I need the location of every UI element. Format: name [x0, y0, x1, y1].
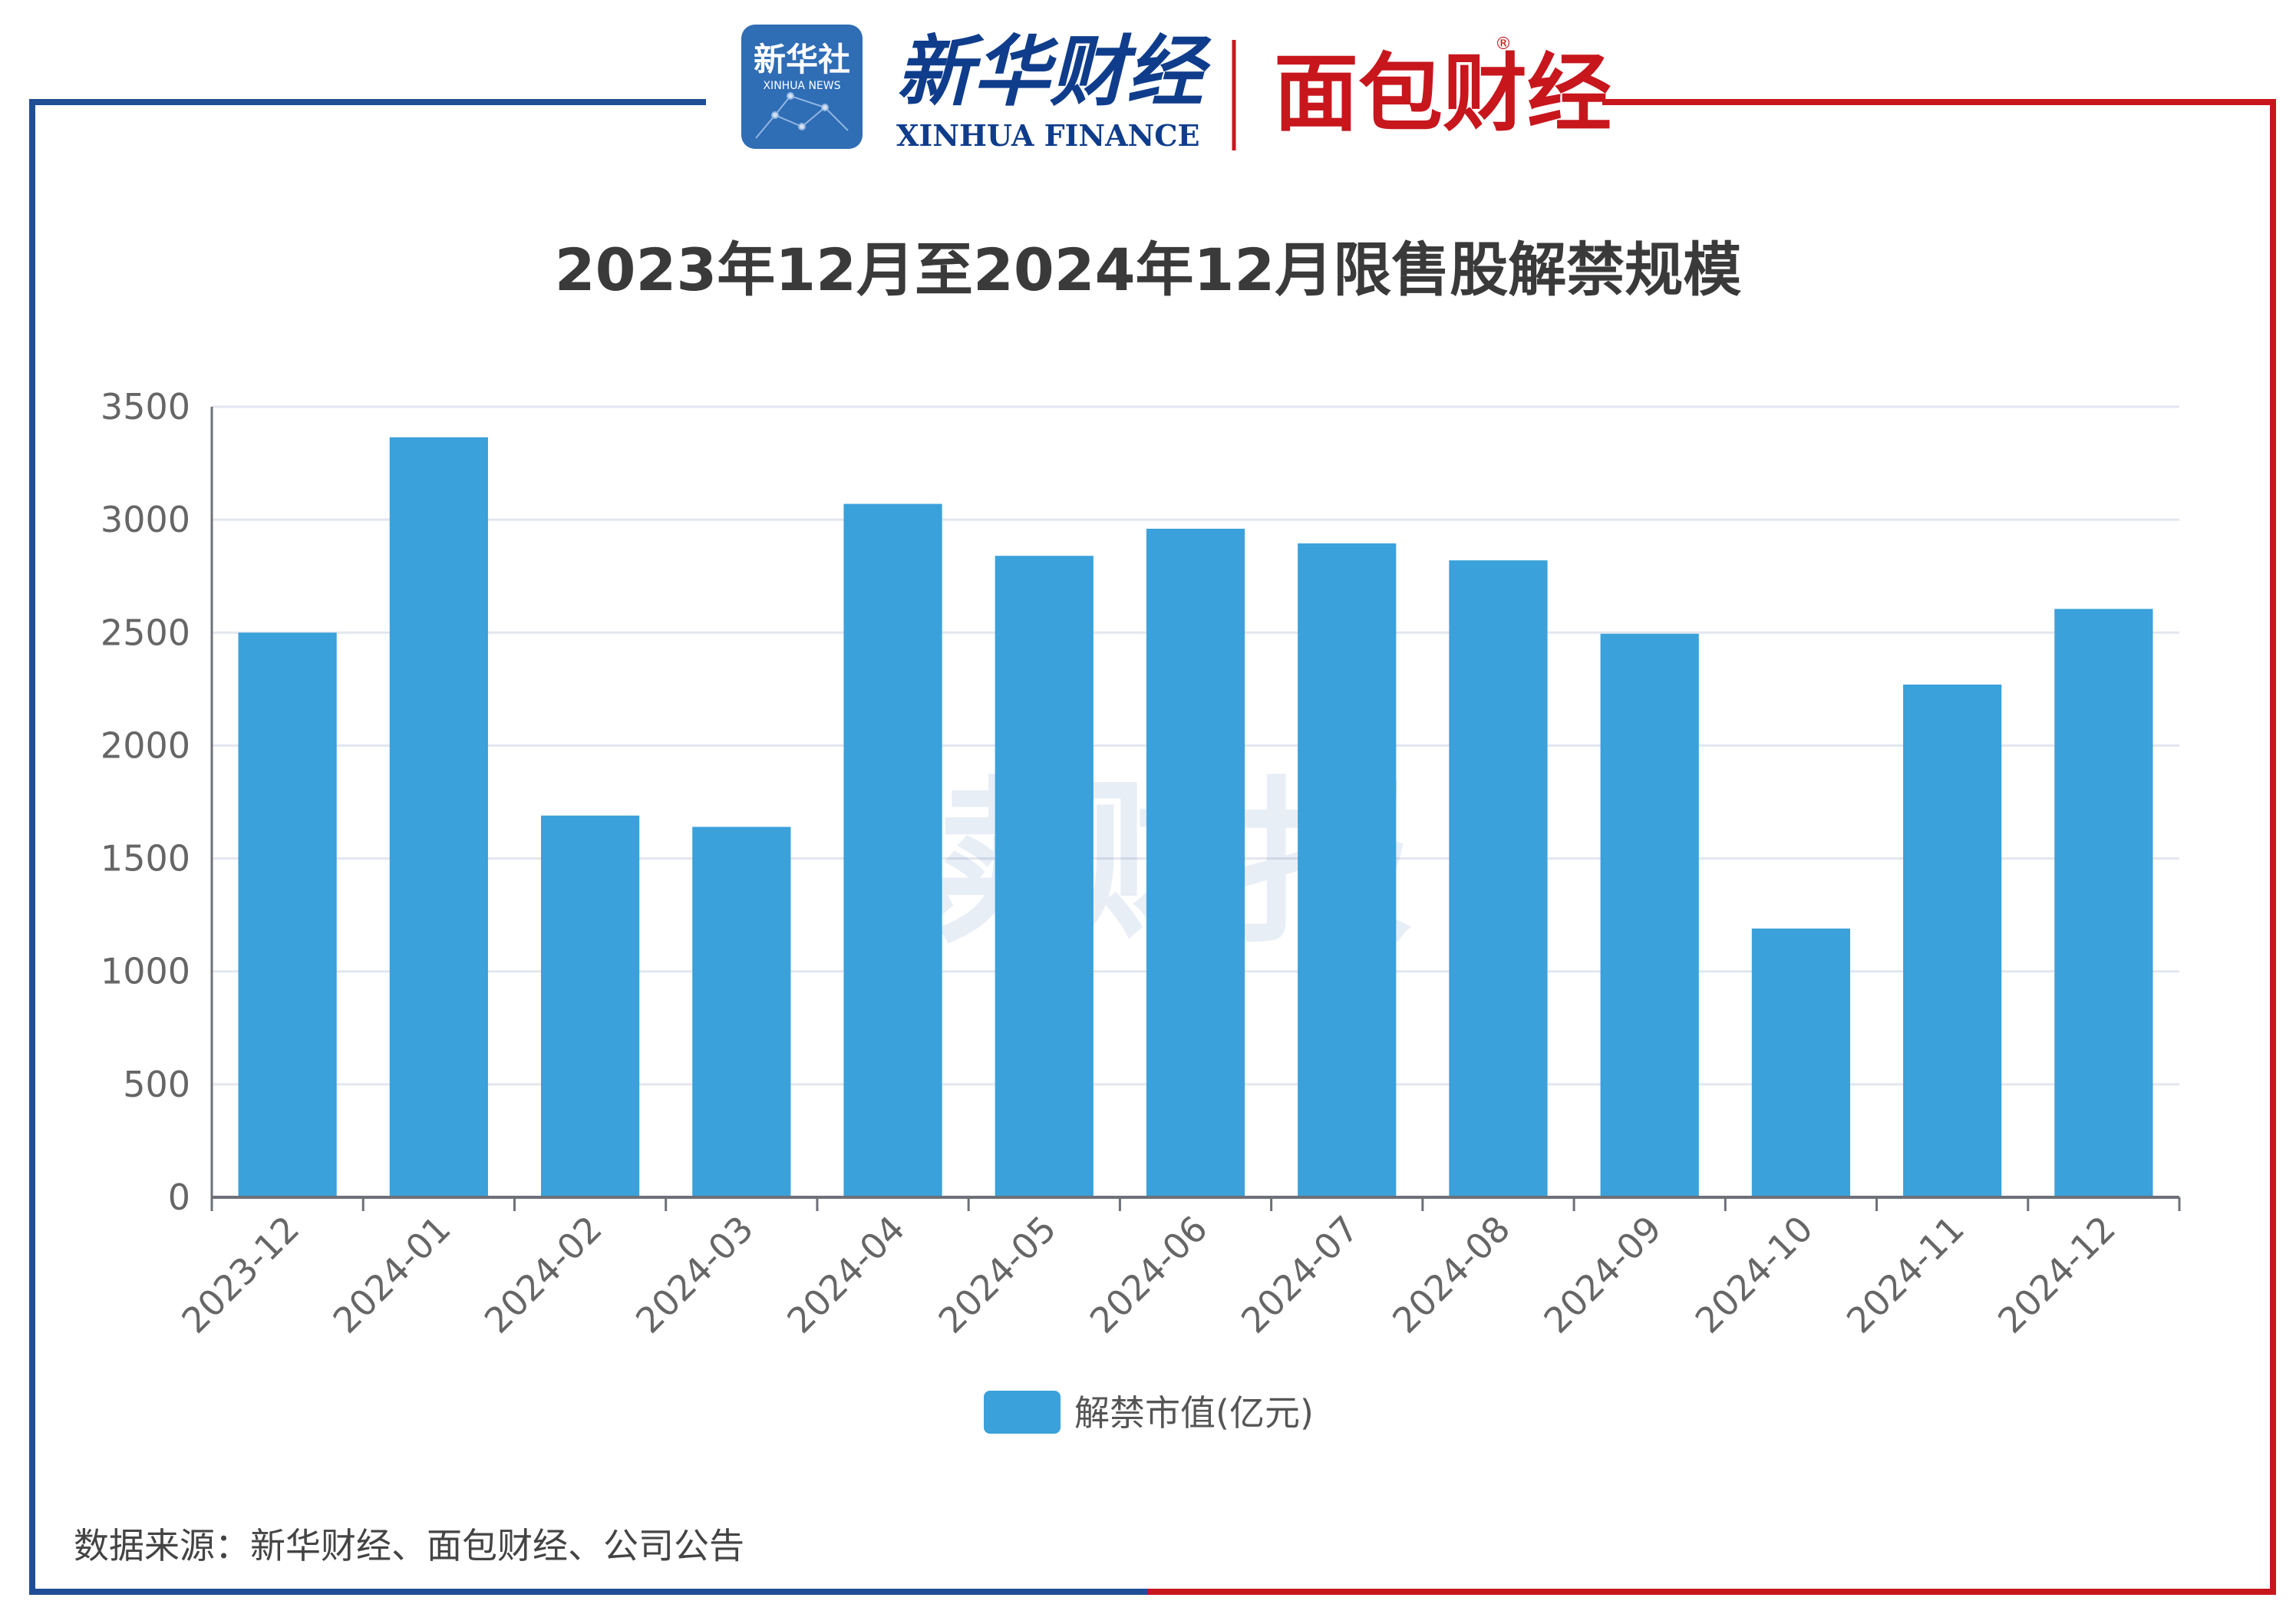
badge-network-icon	[755, 92, 849, 139]
bar	[692, 827, 791, 1197]
x-tick-label: 2024-10	[1687, 1208, 1821, 1342]
bar	[1449, 560, 1548, 1197]
x-tick-label: 2024-04	[779, 1208, 912, 1342]
source-note: 数据来源：新华财经、面包财经、公司公告	[74, 1525, 744, 1566]
bar	[1298, 543, 1397, 1197]
y-tick-label: 1500	[101, 838, 190, 880]
bar	[843, 503, 942, 1197]
badge-en-text: XINHUA NEWS	[763, 80, 840, 92]
x-tick-label: 2024-02	[477, 1208, 610, 1342]
badge-cn-text: 新华社	[754, 41, 850, 78]
bar	[238, 632, 337, 1197]
y-tick-label: 1000	[101, 951, 190, 992]
bar	[1146, 528, 1245, 1197]
y-tick-label: 2500	[101, 612, 190, 653]
bar	[995, 556, 1094, 1197]
bar	[1600, 633, 1699, 1197]
x-tick-label: 2024-11	[1839, 1208, 1972, 1342]
bar-series	[238, 437, 2153, 1197]
x-tick-label: 2024-07	[1233, 1208, 1367, 1342]
brand-name-cn: 新华财经	[896, 26, 1212, 117]
xinhua-news-badge	[741, 25, 863, 149]
x-tick-label: 2024-01	[325, 1208, 459, 1342]
registered-mark: ®	[1495, 35, 1512, 54]
header-branding: 新华社 XINHUA NEWS 新华财经 XINHUA FINANCE 面包财经…	[741, 25, 1611, 153]
bar	[2054, 609, 2153, 1197]
frame-blue-border	[29, 99, 1148, 1595]
legend: 解禁市值(亿元)	[984, 1391, 1314, 1434]
y-tick-label: 3500	[101, 386, 190, 427]
frame-red-border	[1148, 99, 2276, 1595]
y-tick-label: 3000	[101, 499, 190, 540]
x-tick-label: 2024-03	[628, 1208, 761, 1342]
x-tick-label: 2024-09	[1536, 1208, 1669, 1342]
frame	[29, 99, 2276, 1595]
x-axis: 2023-12 2024-01 2024-02 2024-03 2024-04 2024-…	[173, 1196, 2181, 1342]
y-tick-label: 500	[123, 1064, 190, 1105]
x-tick-label: 2024-06	[1082, 1208, 1216, 1342]
x-tick-label: 2024-05	[930, 1208, 1064, 1342]
bar	[389, 437, 488, 1197]
y-tick-label: 2000	[101, 725, 190, 766]
y-tick-label: 0	[168, 1177, 190, 1218]
x-tick-label: 2023-12	[173, 1208, 307, 1342]
chart-title: 2023年12月至2024年12月限售股解禁规模	[555, 236, 1742, 304]
legend-label: 解禁市值(亿元)	[1074, 1392, 1314, 1434]
x-tick-label: 2024-12	[1990, 1208, 2123, 1342]
x-tick-label: 2024-08	[1384, 1208, 1518, 1342]
bar	[540, 815, 640, 1197]
partner-brand: 面包财经	[1274, 45, 1611, 143]
legend-swatch	[984, 1391, 1061, 1434]
y-axis-ticks: 0 500 1000 1500 2000 2500 3000 3500	[101, 386, 190, 1218]
brand-name-en: XINHUA FINANCE	[896, 118, 1200, 153]
bar	[1751, 928, 1851, 1197]
bar	[1903, 684, 2002, 1197]
